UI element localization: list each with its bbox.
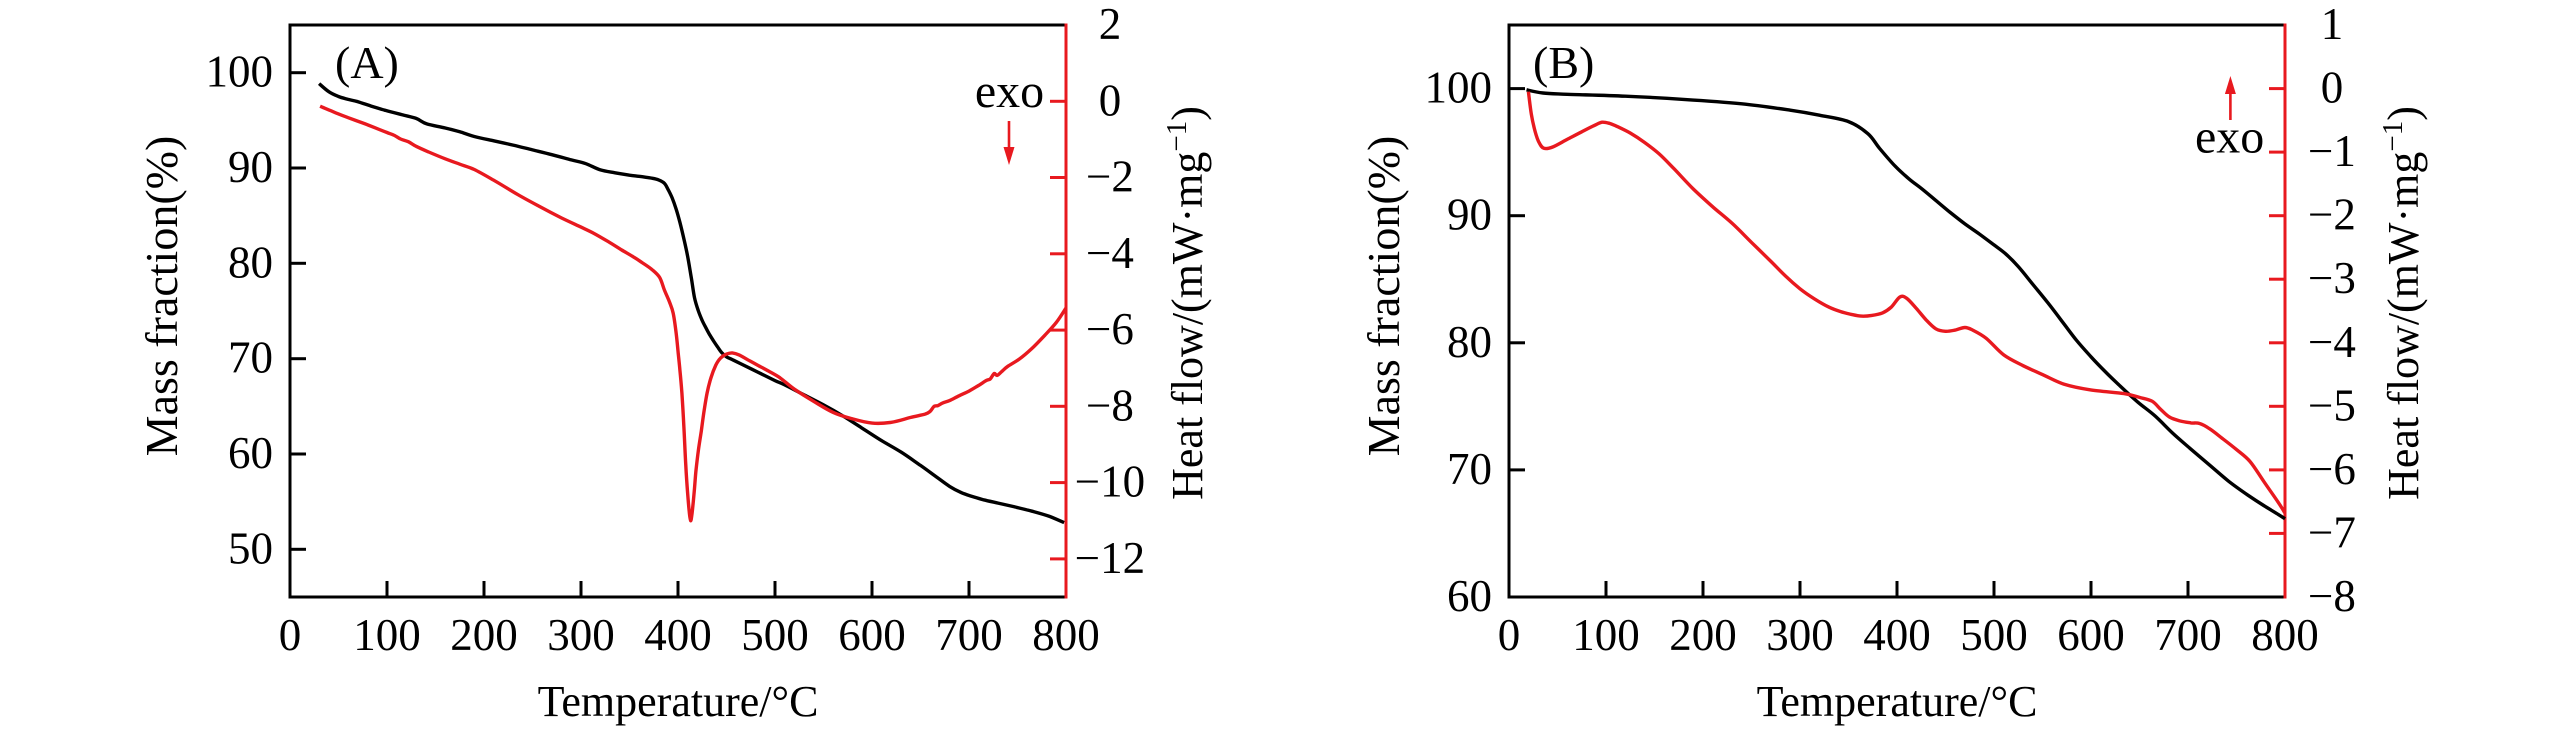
svg-text:200: 200 bbox=[450, 610, 518, 660]
svg-text:300: 300 bbox=[547, 610, 615, 660]
svg-text:(B): (B) bbox=[1533, 37, 1594, 88]
svg-text:400: 400 bbox=[644, 610, 712, 660]
svg-text:100: 100 bbox=[1572, 610, 1640, 660]
svg-text:300: 300 bbox=[1766, 610, 1834, 660]
svg-text:500: 500 bbox=[1960, 610, 2028, 660]
svg-text:0: 0 bbox=[2321, 63, 2344, 113]
svg-text:100: 100 bbox=[206, 47, 274, 97]
svg-text:Mass fraction(%): Mass fraction(%) bbox=[1358, 136, 1409, 457]
svg-text:−8: −8 bbox=[1086, 380, 1134, 430]
svg-text:100: 100 bbox=[1425, 63, 1493, 113]
svg-text:Heat flow/(mW·mg−1): Heat flow/(mW·mg−1) bbox=[1161, 106, 1212, 500]
svg-text:−1: −1 bbox=[2308, 126, 2356, 176]
svg-text:0: 0 bbox=[279, 610, 302, 660]
svg-text:90: 90 bbox=[1447, 190, 1492, 240]
svg-text:90: 90 bbox=[228, 142, 273, 192]
svg-text:200: 200 bbox=[1669, 610, 1737, 660]
svg-text:(A): (A) bbox=[335, 37, 399, 88]
svg-text:70: 70 bbox=[1447, 444, 1492, 494]
svg-text:700: 700 bbox=[935, 610, 1003, 660]
svg-text:−5: −5 bbox=[2308, 380, 2356, 430]
svg-text:−2: −2 bbox=[1086, 152, 1134, 202]
svg-text:exo: exo bbox=[975, 65, 1044, 118]
svg-text:−4: −4 bbox=[2308, 317, 2356, 367]
svg-text:−10: −10 bbox=[1075, 457, 1145, 507]
svg-text:−7: −7 bbox=[2308, 507, 2356, 557]
svg-text:60: 60 bbox=[1447, 571, 1492, 621]
svg-text:700: 700 bbox=[2154, 610, 2222, 660]
svg-text:80: 80 bbox=[1447, 317, 1492, 367]
svg-text:−3: −3 bbox=[2308, 253, 2356, 303]
svg-text:600: 600 bbox=[2057, 610, 2125, 660]
svg-text:500: 500 bbox=[741, 610, 809, 660]
svg-text:800: 800 bbox=[2251, 610, 2319, 660]
svg-text:Mass fraction(%): Mass fraction(%) bbox=[136, 136, 187, 457]
svg-text:−6: −6 bbox=[1086, 304, 1134, 354]
svg-text:1: 1 bbox=[2321, 0, 2344, 49]
svg-text:0: 0 bbox=[1099, 75, 1122, 125]
svg-text:600: 600 bbox=[838, 610, 906, 660]
svg-text:Temperature/°C: Temperature/°C bbox=[1757, 677, 2038, 726]
svg-text:2: 2 bbox=[1099, 0, 1122, 49]
svg-text:80: 80 bbox=[228, 237, 273, 287]
svg-text:Heat flow/(mW·mg−1): Heat flow/(mW·mg−1) bbox=[2377, 106, 2428, 500]
svg-text:−8: −8 bbox=[2308, 571, 2356, 621]
svg-text:−6: −6 bbox=[2308, 444, 2356, 494]
svg-text:0: 0 bbox=[1498, 610, 1521, 660]
svg-text:−2: −2 bbox=[2308, 190, 2356, 240]
svg-text:100: 100 bbox=[353, 610, 421, 660]
svg-text:50: 50 bbox=[228, 523, 273, 573]
svg-text:Temperature/°C: Temperature/°C bbox=[538, 677, 819, 726]
svg-text:−4: −4 bbox=[1086, 228, 1134, 278]
svg-text:400: 400 bbox=[1863, 610, 1931, 660]
svg-text:800: 800 bbox=[1032, 610, 1100, 660]
svg-text:−12: −12 bbox=[1075, 533, 1145, 583]
svg-text:60: 60 bbox=[228, 428, 273, 478]
svg-text:70: 70 bbox=[228, 333, 273, 383]
